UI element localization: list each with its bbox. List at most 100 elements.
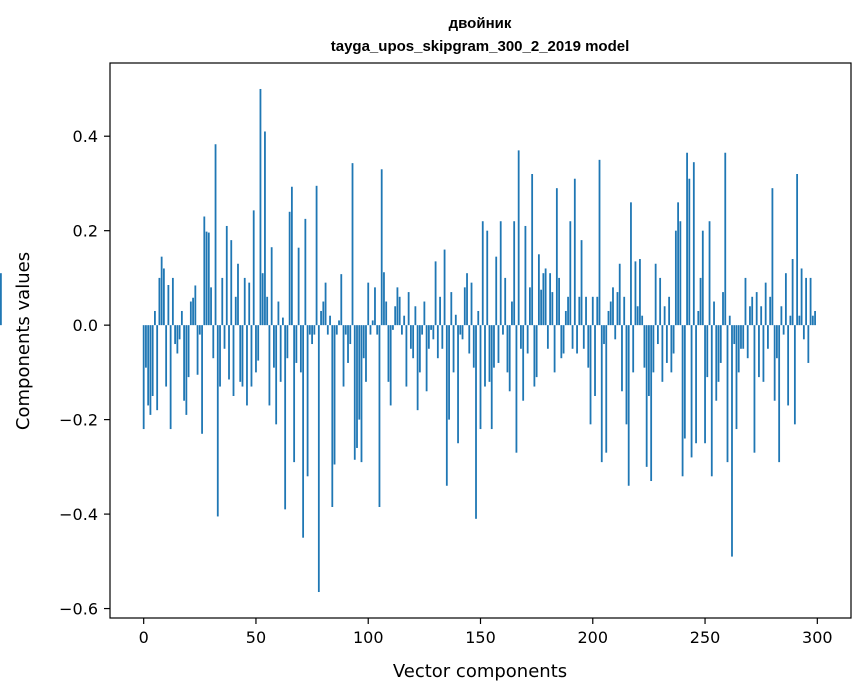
bar (780, 306, 783, 326)
bar (385, 301, 388, 326)
bar (656, 325, 659, 345)
bar (625, 325, 628, 425)
bar (623, 296, 626, 326)
bar (367, 282, 370, 326)
bar (513, 221, 516, 326)
bar (522, 325, 525, 401)
bar (699, 277, 702, 326)
bar (232, 325, 235, 396)
bar (427, 325, 430, 349)
bar (288, 211, 291, 326)
bar (585, 296, 587, 326)
bar (333, 325, 336, 465)
bar (715, 325, 718, 401)
bar (733, 325, 736, 345)
bar (412, 325, 415, 359)
bar (708, 221, 711, 326)
x-tick-label: 50 (246, 628, 266, 647)
bar (322, 301, 325, 326)
y-axis-ticks: −0.6 −0.4 −0.2 0.0 0.2 0.4 (59, 127, 110, 619)
bar (387, 325, 390, 382)
bar (515, 325, 518, 453)
bar (344, 325, 347, 335)
bar (257, 325, 260, 361)
bar (342, 325, 345, 387)
bar (436, 325, 439, 359)
bar (374, 287, 376, 326)
bar (214, 144, 217, 326)
bar (670, 325, 673, 373)
bar (290, 186, 293, 326)
bar (533, 325, 536, 387)
bar (160, 256, 163, 326)
bar (758, 325, 760, 378)
bar (389, 325, 392, 406)
bar (185, 325, 188, 415)
y-tick-label: −0.4 (59, 505, 98, 524)
bar (380, 169, 383, 326)
bar (405, 325, 408, 387)
bar (401, 325, 403, 335)
bar (394, 306, 397, 326)
bar (731, 325, 733, 557)
bar (466, 273, 468, 326)
bar (762, 325, 765, 382)
bar (749, 306, 751, 326)
bar (378, 325, 381, 507)
bar (571, 325, 574, 349)
bar (448, 325, 450, 420)
bar (616, 292, 619, 326)
bar (459, 325, 462, 335)
bar (811, 315, 814, 326)
bar (295, 325, 298, 363)
bar (443, 249, 446, 326)
x-tick-label: 250 (690, 628, 721, 647)
bar (805, 277, 807, 326)
bar (349, 325, 352, 345)
bar (353, 325, 356, 460)
bar (511, 301, 513, 326)
bar (535, 325, 538, 378)
bar (706, 325, 709, 378)
bar (531, 174, 534, 326)
bar (688, 178, 691, 326)
bar (275, 325, 278, 425)
bar (679, 221, 682, 326)
bar (180, 310, 183, 326)
bar (252, 210, 255, 326)
bar (371, 320, 374, 326)
bar (383, 272, 385, 326)
bar (277, 301, 280, 326)
bar (358, 325, 361, 420)
bar (454, 314, 457, 326)
bar (317, 325, 320, 593)
bar (645, 325, 648, 467)
bar (286, 325, 289, 359)
bar (499, 221, 502, 326)
bar (162, 268, 165, 326)
x-tick-label: 150 (465, 628, 496, 647)
bar (264, 131, 266, 326)
bar (302, 325, 305, 538)
bar (243, 277, 246, 326)
bar (526, 325, 529, 354)
bar (145, 325, 147, 368)
bar (149, 325, 152, 415)
bar (414, 306, 417, 326)
bar (174, 325, 177, 345)
bar (475, 325, 477, 519)
bar (740, 325, 742, 349)
bar (270, 247, 273, 326)
bar (376, 325, 379, 335)
bar (641, 315, 644, 326)
bar (167, 285, 170, 326)
bar (639, 259, 641, 326)
bar (201, 325, 203, 434)
bar (621, 325, 623, 392)
bar (225, 225, 228, 326)
bar (472, 325, 475, 368)
bar (704, 325, 706, 444)
chart-title: двойник (449, 15, 512, 32)
bar (661, 325, 664, 382)
bar (607, 310, 610, 326)
